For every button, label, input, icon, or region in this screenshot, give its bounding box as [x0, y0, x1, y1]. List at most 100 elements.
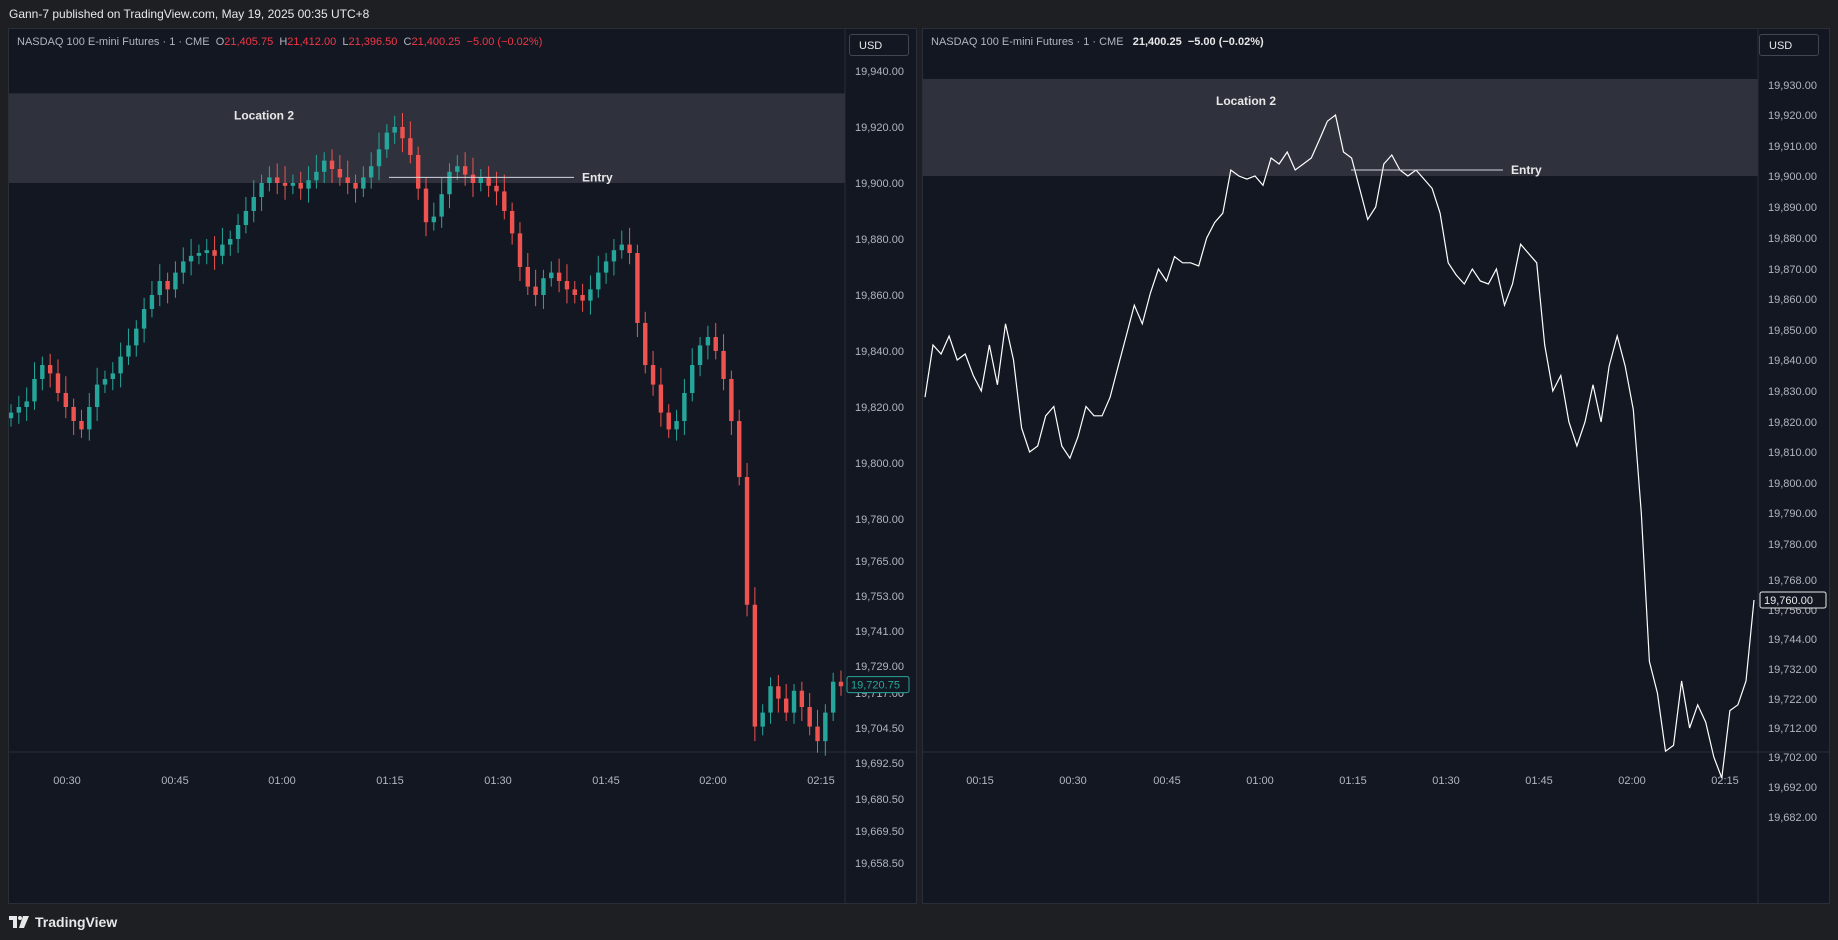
x-tick-label: 01:00 — [1246, 775, 1274, 787]
candle-body — [627, 244, 632, 253]
y-tick-label: 19,692.00 — [1768, 782, 1817, 794]
candle-body — [470, 174, 476, 183]
candle-body — [282, 183, 288, 186]
candle-body — [63, 393, 69, 407]
price-line — [924, 113, 1755, 779]
candle-body — [16, 407, 22, 413]
candle-body — [110, 373, 115, 379]
x-tick-label: 01:30 — [484, 775, 512, 787]
symbol-legend: NASDAQ 100 E-mini Futures · 1 · CME O21,… — [17, 34, 542, 50]
y-tick-label: 19,920.00 — [855, 122, 904, 134]
candle-body — [494, 185, 499, 192]
candle-body — [9, 412, 14, 419]
candle-body — [298, 183, 303, 189]
candle-body — [517, 233, 523, 267]
y-tick-label: 19,850.00 — [1768, 325, 1817, 337]
candle-body — [126, 345, 131, 357]
candle-body — [650, 365, 656, 385]
y-tick-label: 19,704.50 — [855, 723, 904, 735]
candle-body — [619, 244, 624, 251]
candle-body — [533, 286, 538, 295]
x-tick-label: 01:45 — [592, 775, 620, 787]
candle-body — [729, 379, 734, 421]
symbol-legend: NASDAQ 100 E-mini Futures · 1 · CME 21,4… — [931, 34, 1264, 50]
candle-body — [431, 216, 437, 223]
y-tick-label: 19,800.00 — [855, 458, 904, 470]
candle-body — [737, 421, 742, 477]
candle-body — [658, 384, 664, 413]
candle-body — [611, 250, 617, 262]
candle-body — [24, 401, 29, 407]
candle-body — [823, 712, 828, 742]
candle-body — [32, 379, 37, 402]
symbol-title: NASDAQ 100 E-mini Futures · 1 · CME — [17, 36, 210, 48]
candlestick-chart-canvas[interactable]: Location 2 19,940.00 19,920.00 19,900.00 19,… — [9, 29, 916, 903]
candle-body — [666, 412, 671, 430]
x-tick-label: 02:15 — [1711, 775, 1739, 787]
candle-body — [713, 337, 718, 351]
symbol-title: NASDAQ 100 E-mini Futures · 1 · CME — [931, 36, 1124, 48]
line-chart-canvas[interactable]: Location 2 19,930.00 19,920.00 19,910.00 19,… — [923, 29, 1829, 903]
x-tick-label: 00:30 — [1059, 775, 1087, 787]
candle-body — [564, 281, 570, 290]
candle-body — [94, 384, 100, 407]
x-tick-label: 01:30 — [1432, 775, 1460, 787]
last-price-label: 19,720.75 — [851, 680, 900, 692]
currency-button[interactable]: USD — [1759, 34, 1819, 56]
y-tick-label: 19,712.00 — [1768, 723, 1817, 735]
candle-body — [447, 171, 452, 195]
line-chart-panel[interactable]: Location 2 19,930.00 19,920.00 19,910.00 19,… — [922, 28, 1830, 904]
candle-body — [674, 421, 679, 430]
candle-body — [807, 707, 812, 727]
y-tick-label: 19,910.00 — [1768, 141, 1817, 153]
candle-body — [259, 183, 264, 197]
entry-label: Entry — [582, 170, 613, 184]
candle-body — [588, 289, 593, 301]
y-tick-label: 19,768.00 — [1768, 575, 1817, 587]
candle-body — [118, 356, 123, 374]
x-tick-label: 01:45 — [1525, 775, 1553, 787]
candle-body — [220, 244, 225, 256]
y-tick-label: 19,820.00 — [855, 402, 904, 414]
candle-body — [783, 698, 789, 713]
candle-body — [556, 272, 562, 281]
y-tick-label: 19,870.00 — [1768, 264, 1817, 276]
x-tick-label: 01:00 — [268, 775, 296, 787]
candle-body — [838, 681, 844, 687]
y-tick-label: 19,840.00 — [1768, 355, 1817, 367]
y-tick-label: 19,744.00 — [1768, 634, 1817, 646]
location-zone — [923, 79, 1758, 176]
candle-body — [830, 681, 836, 713]
y-tick-label: 19,890.00 — [1768, 202, 1817, 214]
open-value: 21,405.75 — [224, 36, 274, 48]
brand-name: TradingView — [35, 914, 118, 930]
y-tick-label: 19,860.00 — [855, 290, 904, 302]
y-tick-label: 19,682.00 — [1768, 812, 1817, 824]
candle-body — [40, 365, 45, 379]
candlestick-chart-panel[interactable]: Location 2 19,940.00 19,920.00 19,900.00 19,… — [8, 28, 917, 904]
candle-body — [290, 183, 296, 186]
candle-body — [791, 690, 797, 713]
candle-body — [768, 686, 773, 713]
candle-body — [752, 604, 758, 727]
y-tick-label: 19,940.00 — [855, 66, 904, 78]
candle-body — [478, 177, 484, 183]
candle-body — [314, 171, 319, 181]
candle-body — [235, 225, 241, 239]
candle-body — [815, 726, 820, 742]
candle-body — [549, 272, 554, 279]
y-tick-label: 19,820.00 — [1768, 417, 1817, 429]
change-value: −5.00 (−0.02%) — [1187, 36, 1264, 48]
y-tick-label: 19,830.00 — [1768, 386, 1817, 398]
y-tick-label: 19,810.00 — [1768, 447, 1817, 459]
x-tick-label: 00:30 — [53, 775, 81, 787]
candle-body — [376, 149, 382, 167]
high-label: H — [279, 36, 288, 48]
y-tick-label: 19,753.00 — [855, 591, 904, 603]
candle-body — [79, 421, 84, 430]
candle-body — [400, 127, 405, 139]
candle-body — [697, 345, 703, 365]
candle-body — [188, 255, 194, 262]
currency-button[interactable]: USD — [849, 34, 909, 56]
x-tick-label: 01:15 — [376, 775, 404, 787]
